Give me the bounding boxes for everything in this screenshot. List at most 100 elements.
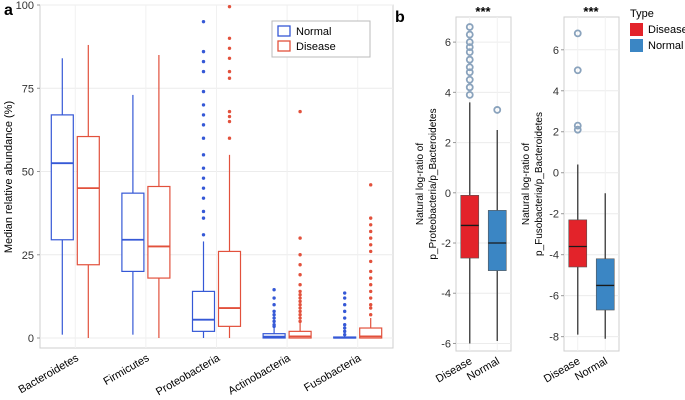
- box-body: [50, 114, 74, 241]
- panel-a-label: a: [4, 2, 13, 19]
- y-tick-label: 2: [553, 127, 559, 139]
- outlier-point: [227, 69, 232, 74]
- legend-swatch-normal-b: [630, 39, 643, 52]
- outlier-point: [227, 36, 232, 41]
- box-normal-fusobacteria: [333, 291, 357, 339]
- legend-swatch-disease: [277, 40, 291, 52]
- outlier-point: [227, 46, 232, 50]
- outlier-point: [343, 291, 347, 295]
- outlier-point: [298, 263, 302, 267]
- panel-b-left-plot-area: [455, 16, 512, 352]
- outlier-point: [465, 75, 474, 84]
- y-tick-label: 50: [22, 167, 34, 179]
- outlier-point: [201, 216, 206, 220]
- outlier-point: [227, 76, 232, 80]
- outlier-point: [272, 319, 276, 324]
- outlier-point: [493, 106, 502, 114]
- outlier-point: [369, 223, 373, 227]
- outlier-point: [298, 299, 302, 304]
- outlier-point: [465, 90, 474, 99]
- box-body: [460, 195, 480, 259]
- outlier-point: [227, 119, 232, 124]
- outlier-point: [272, 312, 276, 317]
- outlier-point: [465, 83, 474, 92]
- outlier-point: [369, 229, 373, 234]
- outlier-point: [298, 309, 302, 314]
- box-body: [568, 219, 588, 268]
- outlier-point: [573, 125, 582, 134]
- outlier-point: [465, 43, 474, 52]
- outlier-point: [343, 329, 347, 334]
- outlier-point: [465, 55, 474, 64]
- outlier-point: [343, 316, 347, 320]
- outlier-point: [227, 56, 232, 60]
- outlier-point: [369, 296, 373, 300]
- outlier-point: [298, 253, 302, 257]
- box-normal: [487, 106, 507, 341]
- outlier-point: [369, 216, 373, 220]
- box-body: [121, 192, 145, 273]
- y-tick-label: 2: [445, 138, 451, 150]
- outlier-point: [369, 289, 373, 294]
- outlier-point: [298, 283, 302, 287]
- y-tick-label: -2: [549, 209, 559, 221]
- outlier-point: [465, 23, 474, 31]
- legend-swatch-disease-b: [630, 23, 643, 36]
- box-normal-actinobacteria: [262, 288, 286, 339]
- panel-a-legend: Normal Disease: [271, 20, 371, 58]
- panel-b-right-y-label-line1: Natural log-ratio of: [521, 143, 532, 225]
- outlier-point: [272, 316, 276, 320]
- panel-a-y-axis-label: Median relative abundance (%): [3, 101, 15, 253]
- outlier-point: [465, 48, 474, 57]
- outlier-point: [201, 19, 206, 24]
- panel-b-right-y-label-line2: p_Fusobacteria/p_Bacteroidetes: [534, 112, 545, 256]
- outlier-point: [201, 89, 206, 94]
- outlier-point: [201, 49, 206, 54]
- box-normal: [595, 193, 615, 339]
- outlier-point: [343, 303, 347, 307]
- panel-b-legend-title: Type: [630, 8, 654, 20]
- outlier-point: [201, 59, 206, 64]
- y-tick-label: -8: [549, 332, 559, 344]
- box-disease-fusobacteria: [359, 183, 383, 339]
- box-body: [147, 185, 171, 279]
- box-normal-firmicutes: [121, 94, 145, 335]
- outlier-point: [573, 29, 582, 38]
- box-body: [359, 327, 383, 339]
- outlier-point: [272, 288, 276, 292]
- box-disease-actinobacteria: [288, 109, 312, 339]
- outlier-point: [465, 68, 474, 77]
- box-disease-firmicutes: [147, 54, 171, 339]
- box-disease: [568, 29, 588, 335]
- legend-label-normal-b: Normal: [648, 40, 683, 52]
- outlier-point: [201, 153, 206, 157]
- outlier-point: [465, 38, 474, 47]
- y-tick-label: 0: [445, 188, 451, 200]
- box-disease-proteobacteria: [217, 4, 242, 339]
- box-body: [191, 290, 216, 332]
- outlier-point: [343, 296, 347, 300]
- outlier-point: [298, 109, 302, 114]
- outlier-point: [369, 183, 373, 187]
- outlier-point: [201, 233, 206, 237]
- panel-b-left-y-label-line2: p_Proteobacteria/p_Bacteroidetes: [428, 108, 439, 259]
- panel-b-label: b: [395, 9, 405, 26]
- outlier-point: [343, 309, 347, 314]
- outlier-point: [298, 316, 302, 320]
- panel-b-right-significance: ***: [583, 4, 599, 19]
- outlier-point: [298, 319, 302, 324]
- outlier-point: [201, 103, 206, 107]
- panel-a-boxes: [50, 4, 383, 339]
- box-body: [595, 258, 615, 311]
- box-body: [288, 330, 312, 339]
- y-tick-label: 100: [16, 0, 34, 12]
- outlier-point: [201, 209, 206, 214]
- legend-label-normal: Normal: [296, 26, 331, 38]
- box-normal-bacteroidetes: [50, 58, 74, 335]
- outlier-point: [272, 296, 276, 300]
- box-body: [487, 210, 507, 271]
- outlier-point: [369, 283, 373, 287]
- outlier-point: [573, 66, 582, 75]
- outlier-point: [272, 322, 276, 327]
- outlier-point: [298, 293, 302, 297]
